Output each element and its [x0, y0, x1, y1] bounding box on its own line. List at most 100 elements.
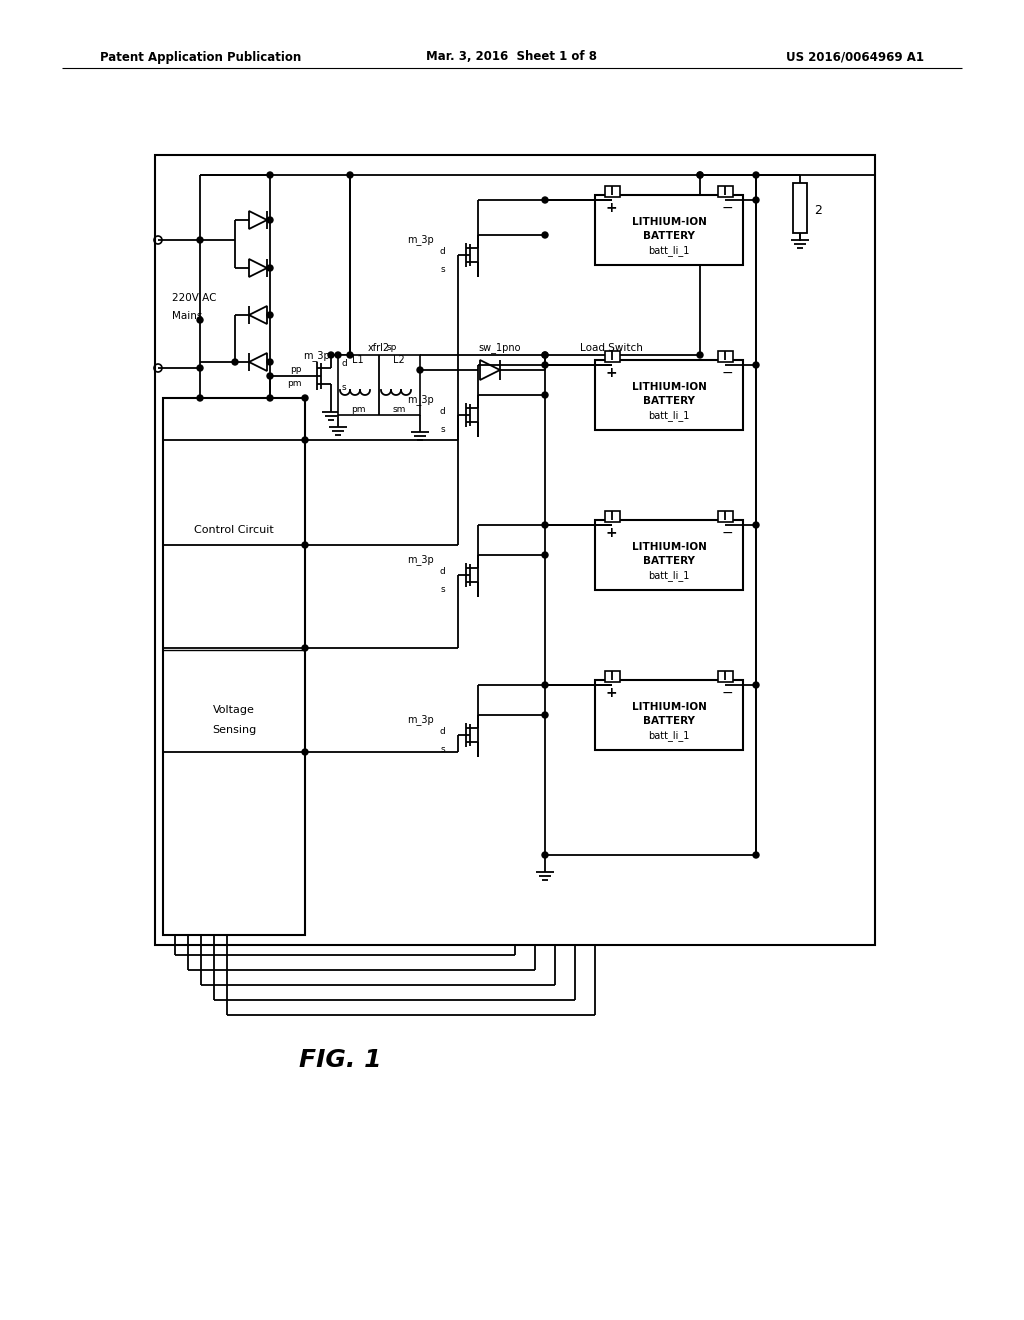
Circle shape [267, 172, 273, 178]
Bar [595, 680, 743, 750]
Bar [718, 186, 733, 197]
Text: m_3p: m_3p [407, 554, 433, 565]
Text: BATTERY: BATTERY [643, 556, 695, 566]
Text: m_3p: m_3p [407, 395, 433, 405]
Text: s: s [440, 265, 445, 275]
Text: US 2016/0064969 A1: US 2016/0064969 A1 [786, 50, 924, 63]
Text: −: − [721, 686, 733, 700]
Circle shape [328, 352, 334, 358]
Circle shape [267, 359, 273, 366]
Text: pm: pm [288, 380, 302, 388]
Text: m_3p: m_3p [407, 235, 433, 246]
Circle shape [302, 395, 308, 401]
Text: +: + [605, 366, 616, 380]
Text: m_3p: m_3p [407, 714, 433, 726]
Text: 220V AC: 220V AC [172, 293, 216, 304]
Circle shape [302, 437, 308, 444]
Text: Patent Application Publication: Patent Application Publication [100, 50, 301, 63]
Circle shape [417, 367, 423, 374]
Circle shape [542, 682, 548, 688]
Bar [605, 511, 620, 521]
Text: pm: pm [351, 405, 366, 414]
Bar [338, 355, 420, 414]
Circle shape [267, 312, 273, 318]
Text: −: − [721, 201, 733, 215]
Circle shape [753, 362, 759, 368]
Circle shape [697, 172, 703, 178]
Text: batt_li_1: batt_li_1 [648, 246, 690, 256]
Text: s: s [440, 425, 445, 434]
Circle shape [753, 197, 759, 203]
Text: BATTERY: BATTERY [643, 715, 695, 726]
Text: BATTERY: BATTERY [643, 231, 695, 242]
Text: Voltage: Voltage [213, 705, 255, 715]
Circle shape [542, 362, 548, 368]
Text: +: + [605, 686, 616, 700]
Bar [718, 671, 733, 682]
Circle shape [197, 395, 203, 401]
Text: L2: L2 [393, 355, 404, 366]
Text: batt_li_1: batt_li_1 [648, 570, 690, 581]
Text: Mains: Mains [172, 312, 203, 321]
Bar [605, 186, 620, 197]
Circle shape [542, 851, 548, 858]
Circle shape [753, 851, 759, 858]
Circle shape [302, 645, 308, 651]
Bar [595, 360, 743, 430]
Text: s: s [440, 586, 445, 594]
Text: FIG. 1: FIG. 1 [299, 1048, 381, 1072]
Text: pp: pp [291, 364, 302, 374]
Circle shape [197, 238, 203, 243]
Text: LITHIUM-ION: LITHIUM-ION [632, 543, 707, 552]
Bar [595, 520, 743, 590]
Text: d: d [439, 408, 445, 417]
Text: m_3p: m_3p [304, 351, 331, 362]
Bar [605, 351, 620, 362]
Bar [595, 195, 743, 265]
Circle shape [542, 552, 548, 558]
Circle shape [542, 232, 548, 238]
Bar [718, 511, 733, 521]
Circle shape [542, 392, 548, 399]
Text: sm: sm [392, 405, 406, 414]
Circle shape [347, 352, 353, 358]
Circle shape [267, 216, 273, 223]
Text: d: d [439, 727, 445, 737]
Circle shape [267, 395, 273, 401]
Text: −: − [721, 525, 733, 540]
Text: d: d [439, 568, 445, 577]
Circle shape [232, 359, 238, 366]
Bar [793, 183, 807, 234]
Text: Mar. 3, 2016  Sheet 1 of 8: Mar. 3, 2016 Sheet 1 of 8 [427, 50, 597, 63]
Text: Sensing: Sensing [212, 725, 256, 735]
Circle shape [697, 352, 703, 358]
Circle shape [302, 543, 308, 548]
Text: 2: 2 [814, 203, 822, 216]
Text: Load Switch: Load Switch [580, 343, 643, 352]
Text: LITHIUM-ION: LITHIUM-ION [632, 702, 707, 711]
Text: d: d [439, 248, 445, 256]
Circle shape [542, 521, 548, 528]
Circle shape [267, 374, 273, 379]
Circle shape [335, 352, 341, 358]
Text: d: d [342, 359, 348, 367]
Text: BATTERY: BATTERY [643, 396, 695, 407]
Circle shape [542, 197, 548, 203]
Bar [163, 399, 305, 935]
Text: Control Circuit: Control Circuit [195, 525, 273, 535]
Text: s: s [342, 384, 347, 392]
Circle shape [267, 265, 273, 271]
Circle shape [197, 366, 203, 371]
Text: xfrl2: xfrl2 [368, 343, 390, 352]
Text: sw_1pno: sw_1pno [479, 343, 521, 354]
Bar [718, 351, 733, 362]
Circle shape [753, 682, 759, 688]
Text: −: − [721, 366, 733, 380]
Text: +: + [605, 201, 616, 215]
Circle shape [542, 352, 548, 358]
Circle shape [753, 172, 759, 178]
Text: batt_li_1: batt_li_1 [648, 730, 690, 742]
Circle shape [542, 711, 548, 718]
Circle shape [302, 748, 308, 755]
Circle shape [697, 172, 703, 178]
